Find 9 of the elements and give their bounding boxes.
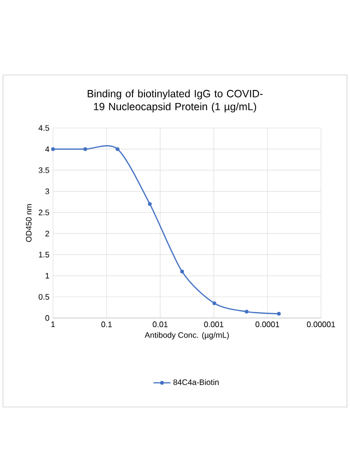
point bbox=[180, 270, 184, 274]
point bbox=[51, 147, 55, 152]
chart-title: Binding of biotinylated IgG to COVID-19 Nucleocapsid Protein (1 µg/mL) bbox=[88, 90, 263, 112]
point bbox=[277, 312, 281, 316]
point bbox=[116, 147, 120, 152]
point bbox=[244, 310, 249, 314]
point bbox=[83, 147, 88, 152]
point bbox=[148, 202, 152, 206]
point bbox=[212, 301, 216, 306]
